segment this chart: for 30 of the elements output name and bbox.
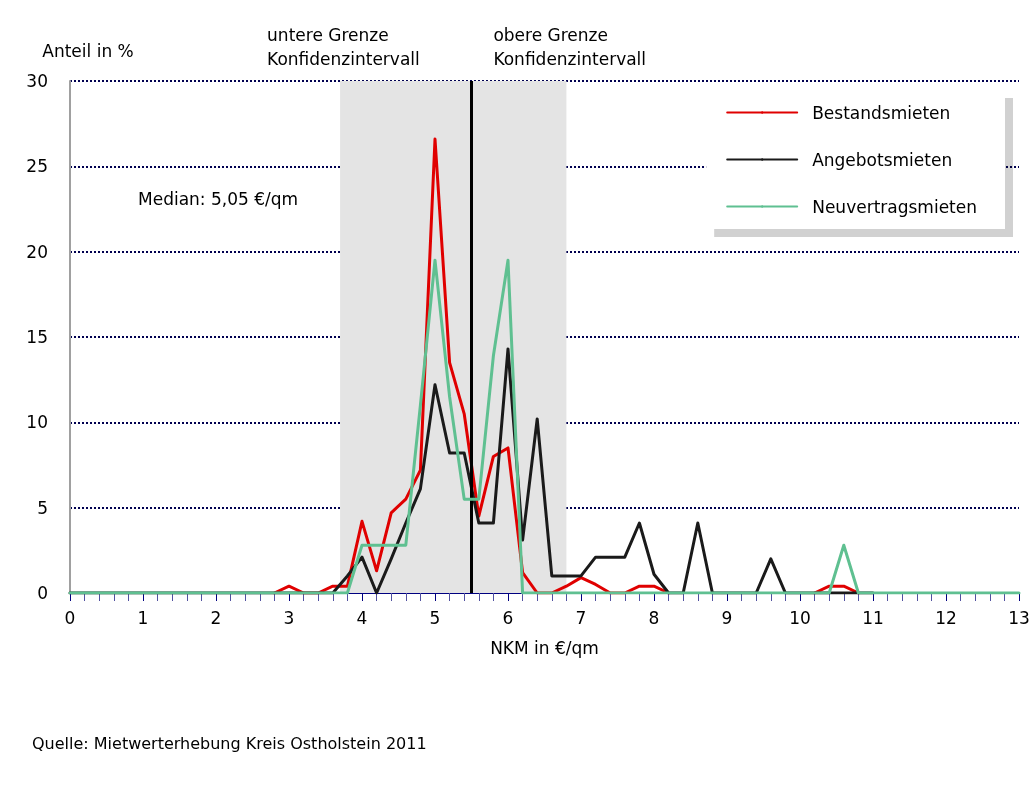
x-tick-label: 8	[648, 607, 660, 628]
x-tick-label: 0	[64, 607, 76, 628]
x-tick-label: 3	[283, 607, 295, 628]
x-tick-label: 1	[137, 607, 149, 628]
legend-label: Bestandsmieten	[812, 102, 951, 123]
annotation: obere Grenze Konfidenzintervall	[493, 25, 647, 69]
y-axis-title: Anteil in %	[42, 40, 134, 61]
source-note: Quelle: Mietwerterhebung Kreis Ostholstein 2011	[32, 733, 427, 753]
y-tick-label: 15	[26, 327, 48, 347]
annotation: untere Grenze Konfidenzintervall	[267, 25, 420, 69]
legend-label: Neuvertragsmieten	[812, 196, 978, 217]
x-tick-label: 9	[721, 607, 733, 628]
x-tick-label: 2	[210, 607, 222, 628]
x-tick-label: 7	[575, 607, 587, 628]
legend-label: Angebotsmieten	[812, 149, 953, 170]
annotation: Median: 5,05 €/qm	[138, 188, 299, 209]
x-tick-label: 4	[356, 607, 368, 628]
x-tick-label: 11	[862, 607, 884, 628]
x-tick-label: 13	[1008, 607, 1030, 628]
x-tick-label: 10	[789, 607, 811, 628]
y-tick-label: 25	[26, 156, 48, 177]
y-tick-label: 30	[26, 71, 48, 91]
x-tick-label: 6	[502, 607, 514, 628]
y-tick-label: 0	[37, 583, 48, 603]
x-tick-label: 12	[935, 607, 957, 628]
x-axis-title: NKM in €/qm	[490, 637, 599, 658]
y-tick-label: 5	[37, 497, 48, 518]
y-tick-label: 20	[26, 241, 48, 262]
y-tick-label: 10	[26, 412, 48, 433]
x-tick-label: 5	[429, 607, 441, 628]
